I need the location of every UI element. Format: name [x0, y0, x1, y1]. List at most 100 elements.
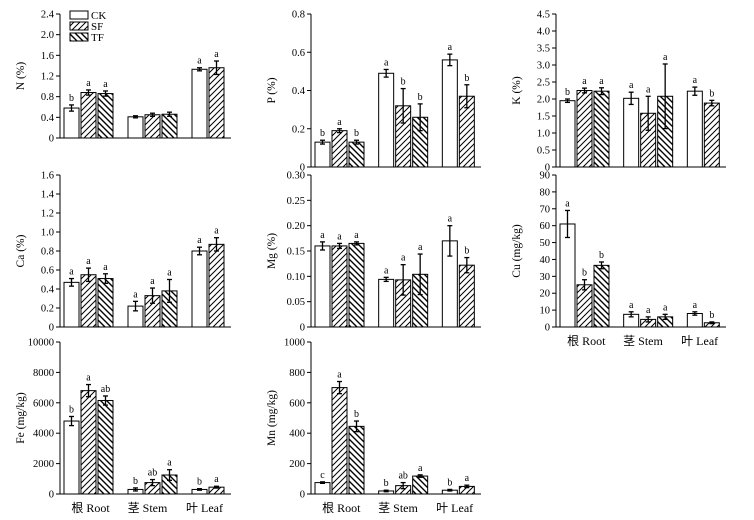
legend-swatch-ck	[69, 10, 89, 20]
bar-ck	[686, 90, 703, 168]
bar-tf	[593, 264, 610, 328]
y-tick-label: 0	[545, 323, 550, 334]
panel-p: 0 0.2 0.4 0.6 0.8 P (%) b a b a b b a b	[266, 10, 481, 174]
y-tick-label: 1.5	[537, 112, 550, 123]
y-tick-label: 0.8	[292, 10, 305, 21]
significance-label: a	[167, 268, 172, 279]
y-tick-label: 1.4	[41, 190, 55, 201]
significance-label: a	[337, 117, 342, 128]
y-tick-label: 2.0	[41, 30, 54, 41]
significance-label: c	[320, 470, 325, 481]
significance-label: a	[465, 473, 470, 484]
x-category-label: 叶 Leaf	[681, 334, 718, 348]
y-tick-label: 8000	[33, 368, 54, 379]
significance-label: a	[693, 75, 698, 86]
significance-label: a	[448, 214, 453, 225]
significance-label: a	[582, 76, 587, 87]
panel-mg: 0 0.05 0.10 0.15 0.20 0.25 0.30 Mg (%) a a a a a a a b	[266, 171, 481, 334]
significance-label: a	[354, 230, 359, 241]
y-tick-label: 90	[540, 171, 551, 182]
y-axis-label: Fe (mg/kg)	[15, 392, 27, 444]
significance-label: b	[320, 128, 325, 139]
significance-label: b	[709, 88, 714, 99]
legend-label-tf: TF	[91, 32, 104, 44]
y-tick-label: 0	[49, 323, 54, 334]
y-tick-label: 2.4	[41, 10, 55, 21]
significance-label: a	[418, 463, 423, 474]
significance-label: b	[464, 73, 469, 84]
bar-sf	[576, 284, 593, 328]
y-axis-label: K (%)	[511, 76, 523, 105]
y-tick-label: 800	[289, 368, 305, 379]
y-tick-label: 2.5	[537, 78, 550, 89]
y-tick-label: 0.5	[537, 146, 550, 157]
significance-label: a	[86, 373, 91, 384]
significance-label: a	[599, 76, 604, 87]
significance-label: b	[565, 87, 570, 98]
x-category-label: 叶 Leaf	[186, 501, 223, 515]
significance-label: b	[197, 477, 202, 488]
bar-sf	[144, 114, 161, 139]
y-axis-label: N (%)	[15, 62, 27, 91]
panel-ca: 0 0.2 0.4 0.6 0.8 1.0 1.2 1.4 1.6 Ca (%) a a a a a a a a	[15, 171, 231, 334]
y-tick-label: 4000	[33, 429, 54, 440]
bar-ck	[314, 482, 331, 495]
y-tick-label: 0.25	[287, 196, 305, 207]
significance-label: a	[86, 256, 91, 267]
bar-ck	[63, 420, 80, 495]
significance-label: b	[464, 246, 469, 257]
y-tick-label: 0.20	[287, 221, 305, 232]
bar-tf	[593, 90, 610, 168]
panel-k: 00.51.01.52.02.53.03.54.04.5K (%) ba a a aaa…	[511, 10, 726, 174]
x-category-label: 茎 Stem	[128, 501, 168, 515]
y-tick-label: 60	[540, 221, 551, 232]
significance-label: b	[69, 404, 74, 415]
bar-ck	[191, 250, 208, 328]
y-tick-label: 0.10	[287, 272, 305, 283]
bar-ck	[559, 223, 576, 328]
significance-label: a	[646, 84, 651, 95]
y-tick-label: 1.0	[537, 129, 550, 140]
x-category-label: 根 Root	[567, 334, 606, 348]
y-tick-label: 0	[300, 163, 305, 174]
y-tick-label: 0.8	[41, 247, 54, 258]
y-tick-label: 2000	[33, 459, 54, 470]
significance-label: a	[150, 276, 155, 287]
bar-sf	[703, 102, 720, 168]
y-tick-label: 1000	[284, 338, 305, 349]
significance-label: a	[214, 474, 219, 485]
significance-label: a	[384, 265, 389, 276]
significance-label: ab	[148, 468, 157, 479]
y-tick-label: 1.2	[41, 209, 54, 220]
significance-label: b	[401, 77, 406, 88]
bar-tf	[97, 93, 114, 139]
y-tick-label: 400	[289, 429, 305, 440]
bar-ck	[314, 141, 331, 168]
significance-label: a	[320, 230, 325, 241]
significance-label: a	[197, 56, 202, 67]
significance-label: ab	[398, 471, 407, 482]
significance-label: a	[384, 57, 389, 68]
panel-n: 0 0.4 0.8 1.2 1.6 2.0 2.4 N (%) b a a a a	[15, 10, 231, 145]
y-tick-label: 1.2	[41, 72, 54, 83]
legend-label-sf: SF	[91, 21, 103, 33]
significance-label: b	[418, 92, 423, 103]
y-tick-label: 0.4	[292, 86, 306, 97]
y-tick-label: 0.4	[41, 285, 55, 296]
significance-label: a	[214, 49, 219, 60]
bar-ck	[63, 281, 80, 328]
significance-label: a	[86, 78, 91, 89]
significance-label: b	[354, 409, 359, 420]
y-tick-label: 0	[300, 490, 305, 501]
y-axis-label: Ca (%)	[15, 234, 27, 267]
bar-ck	[441, 59, 458, 168]
significance-label: b	[354, 128, 359, 139]
y-tick-label: 4.0	[537, 27, 550, 38]
significance-label: a	[646, 305, 651, 316]
significance-label: b	[69, 93, 74, 104]
bar-tf	[161, 113, 178, 139]
y-tick-label: 70	[540, 204, 551, 215]
y-axis-label: Cu (mg/kg)	[511, 224, 523, 278]
